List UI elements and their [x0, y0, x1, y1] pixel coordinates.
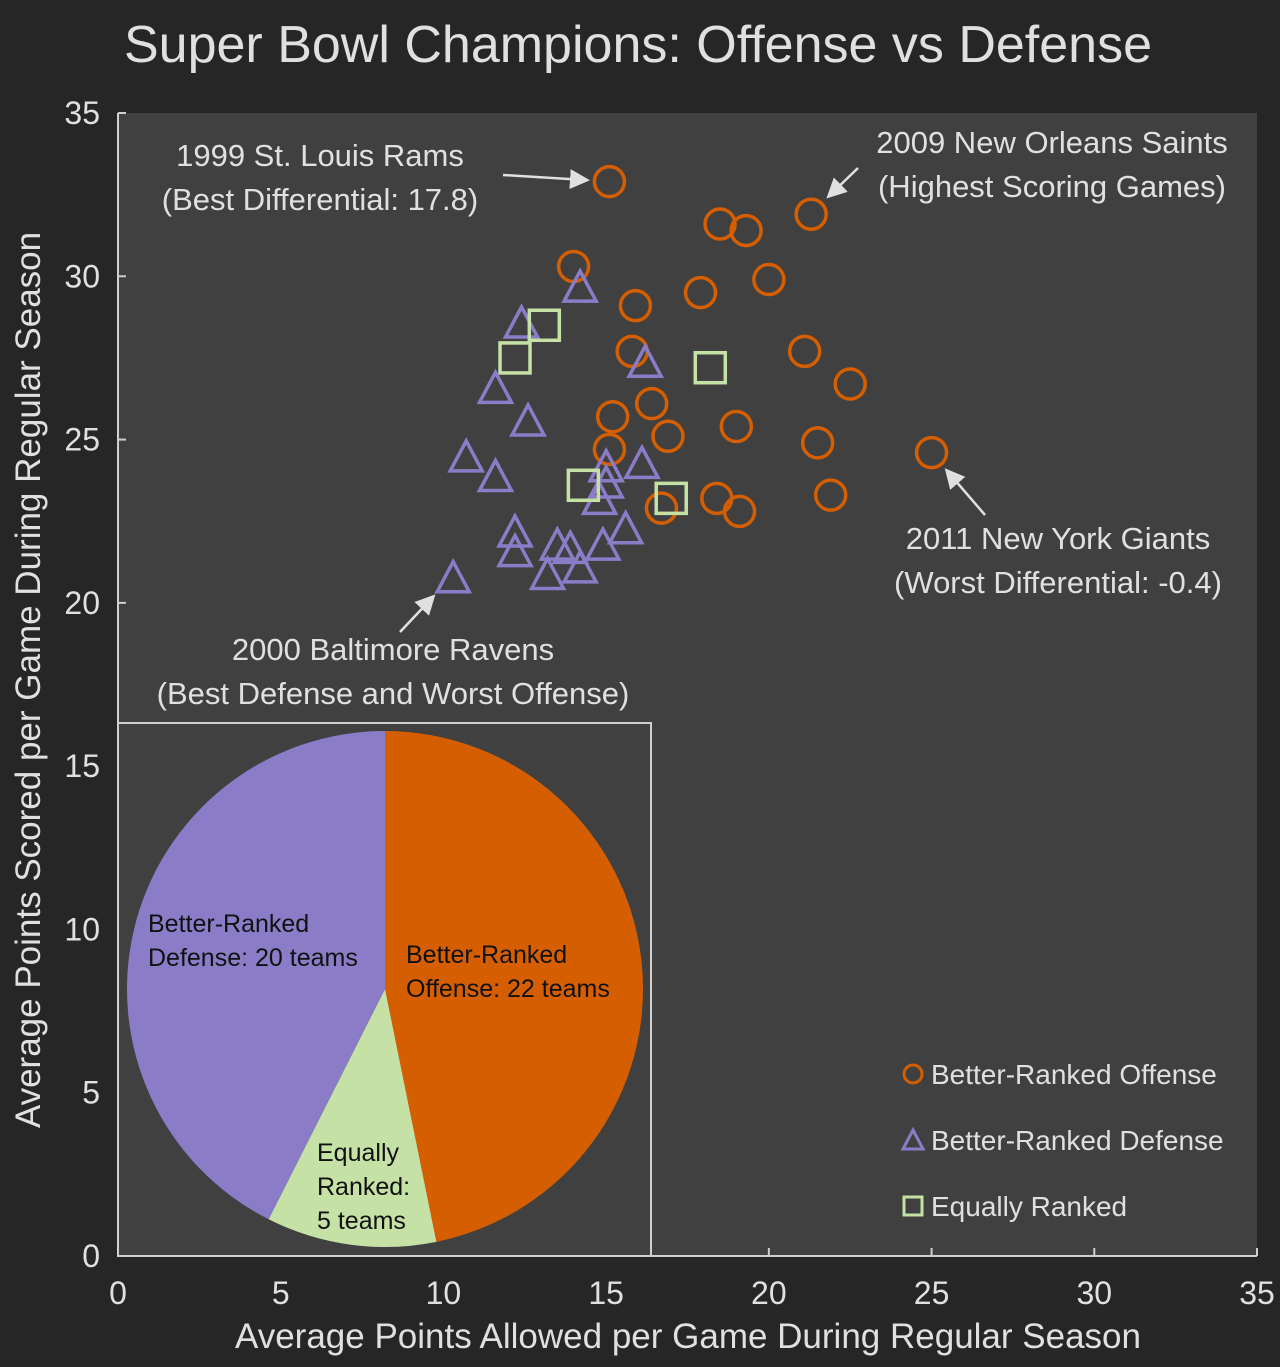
point-offense — [722, 494, 757, 529]
annotation-text: (Best Differential: 17.8) — [162, 182, 478, 217]
point-offense — [592, 164, 627, 199]
pie-slice-label: Better-Ranked — [148, 910, 309, 938]
annotations: 1999 St. Louis Rams (Best Differential: 1… — [157, 125, 1228, 711]
pie-slice-label: Ranked: — [317, 1173, 410, 1201]
y-tick-label: 35 — [64, 95, 100, 131]
annotation-arrow — [944, 468, 986, 516]
annotation-text: 2000 Baltimore Ravens — [232, 632, 554, 667]
point-defense — [623, 443, 661, 480]
point-offense — [719, 409, 754, 444]
point-offense — [644, 491, 679, 525]
legend-circle-icon — [902, 1063, 924, 1085]
x-tick-label: 10 — [426, 1275, 462, 1311]
data-points — [434, 164, 949, 594]
point-defense — [496, 512, 534, 548]
point-offense — [813, 478, 848, 512]
point-equal — [693, 350, 728, 385]
annotation-text: (Worst Differential: -0.4) — [894, 565, 1222, 600]
y-axis-label: Average Points Scored per Game During Re… — [9, 232, 48, 1128]
point-offense — [703, 207, 737, 241]
point-equal — [654, 481, 688, 516]
chart-title: Super Bowl Champions: Offense vs Defense — [124, 16, 1152, 74]
axes: 0 5 10 15 20 25 30 35 0 5 10 15 20 25 30 35 — [64, 95, 1274, 1311]
inset-pie-chart: Better-Ranked Offense: 22 teams Equally Ran… — [117, 722, 652, 1257]
point-defense — [626, 342, 665, 378]
point-defense — [496, 531, 534, 568]
point-defense — [509, 401, 547, 437]
pie-slice-offense — [385, 731, 643, 1242]
annotation-arrow — [399, 594, 436, 633]
annotation-text: 1999 St. Louis Rams — [176, 138, 464, 173]
point-offense — [634, 386, 669, 421]
pie-slice-label: Equally — [317, 1139, 399, 1167]
point-defense — [606, 509, 645, 545]
point-offense — [800, 426, 835, 460]
x-tick-label: 15 — [588, 1275, 624, 1311]
x-tick-label: 0 — [109, 1275, 127, 1311]
point-offense — [787, 334, 822, 369]
point-offense — [833, 367, 867, 401]
pie-slice-defense — [126, 731, 386, 1220]
point-defense — [528, 554, 567, 591]
point-defense — [587, 446, 626, 483]
point-defense — [580, 479, 619, 516]
annotation-text: (Highest Scoring Games) — [878, 169, 1226, 204]
point-defense — [476, 456, 515, 493]
pie-slice-label: Defense: 20 teams — [148, 944, 358, 972]
annotation-text: 2011 New York Giants — [906, 521, 1210, 556]
pie-slice-label: Offense: 22 teams — [406, 975, 610, 1003]
point-offense — [592, 432, 627, 467]
point-offense — [683, 275, 718, 310]
point-offense — [729, 213, 763, 248]
point-equal — [498, 341, 532, 375]
x-axis-label: Average Points Allowed per Game During R… — [235, 1317, 1141, 1356]
legend-triangle-icon — [900, 1126, 926, 1151]
annotation-arrow — [826, 167, 859, 199]
legend: Better-Ranked Offense Better-Ranked Defen… — [900, 1059, 1224, 1222]
legend-square-icon — [902, 1195, 924, 1217]
legend-label: Better-Ranked Offense — [931, 1059, 1217, 1090]
point-offense — [595, 399, 630, 434]
y-tick-label: 0 — [82, 1238, 100, 1274]
point-defense — [447, 437, 486, 473]
point-equal — [566, 468, 601, 503]
point-offense — [794, 197, 828, 231]
point-offense — [914, 435, 949, 470]
y-tick-label: 25 — [64, 422, 100, 458]
annotation-arrow — [502, 169, 590, 190]
pie-slice-label: 5 teams — [317, 1207, 406, 1235]
pie-slice-label: Better-Ranked — [406, 941, 567, 969]
x-tick-label: 5 — [272, 1275, 290, 1311]
point-defense — [476, 368, 515, 405]
legend-label: Equally Ranked — [931, 1191, 1127, 1222]
y-tick-label: 30 — [64, 258, 100, 294]
x-tick-label: 35 — [1239, 1275, 1275, 1311]
point-defense — [561, 548, 600, 584]
annotation-text: 2009 New Orleans Saints — [876, 125, 1228, 160]
point-offense — [618, 288, 653, 323]
x-tick-label: 30 — [1076, 1275, 1112, 1311]
y-tick-label: 10 — [64, 911, 100, 947]
y-tick-label: 15 — [64, 748, 100, 784]
y-tick-label: 20 — [64, 585, 100, 621]
x-tick-label: 20 — [751, 1275, 787, 1311]
point-defense — [561, 267, 600, 303]
point-defense — [551, 528, 590, 565]
point-offense — [752, 262, 786, 297]
pie-slice-equal — [268, 989, 437, 1247]
legend-label: Better-Ranked Defense — [931, 1125, 1224, 1156]
x-tick-label: 25 — [914, 1275, 950, 1311]
y-tick-label: 5 — [82, 1075, 100, 1111]
annotation-text: (Best Defense and Worst Offense) — [157, 676, 630, 711]
point-offense — [651, 419, 685, 454]
point-defense — [434, 558, 473, 594]
point-equal — [527, 308, 562, 343]
